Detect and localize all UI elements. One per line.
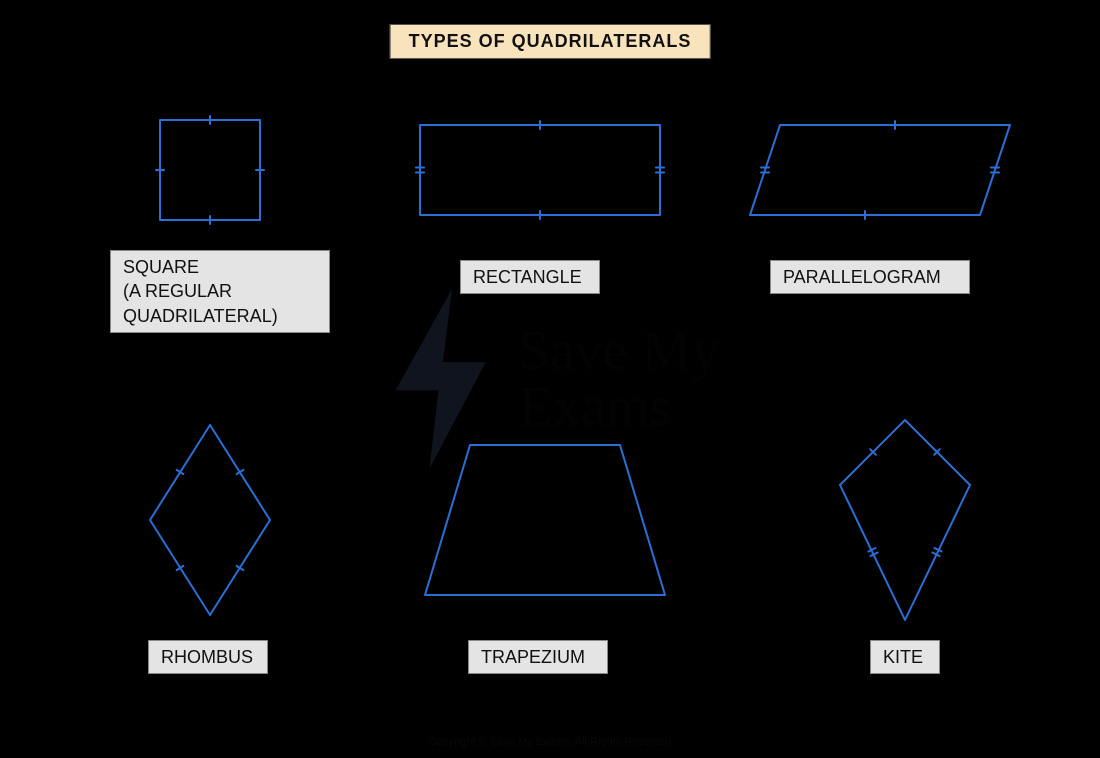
- parallelogram-shape: [740, 115, 1020, 225]
- rectangle-label: RECTANGLE: [460, 260, 600, 294]
- watermark-text: Save My Exams: [519, 323, 720, 435]
- watermark-line1: Save My: [519, 323, 720, 379]
- square-shape: [150, 110, 270, 230]
- copyright-notice: Copyright © Save My Exams. All Rights Re…: [429, 736, 672, 748]
- rhombus-label: RHOMBUS: [148, 640, 268, 674]
- parallelogram-label: PARALLELOGRAM: [770, 260, 970, 294]
- square-label: SQUARE (A REGULAR QUADRILATERAL): [110, 250, 330, 333]
- rectangle-shape: [410, 115, 670, 225]
- watermark-line2: Exams: [519, 379, 720, 435]
- trapezium-label: TRAPEZIUM: [468, 640, 608, 674]
- trapezium-shape: [415, 435, 675, 605]
- rhombus-shape: [145, 420, 275, 620]
- kite-label: KITE: [870, 640, 940, 674]
- page-title: TYPES OF QUADRILATERALS: [390, 24, 711, 59]
- kite-shape: [830, 415, 980, 625]
